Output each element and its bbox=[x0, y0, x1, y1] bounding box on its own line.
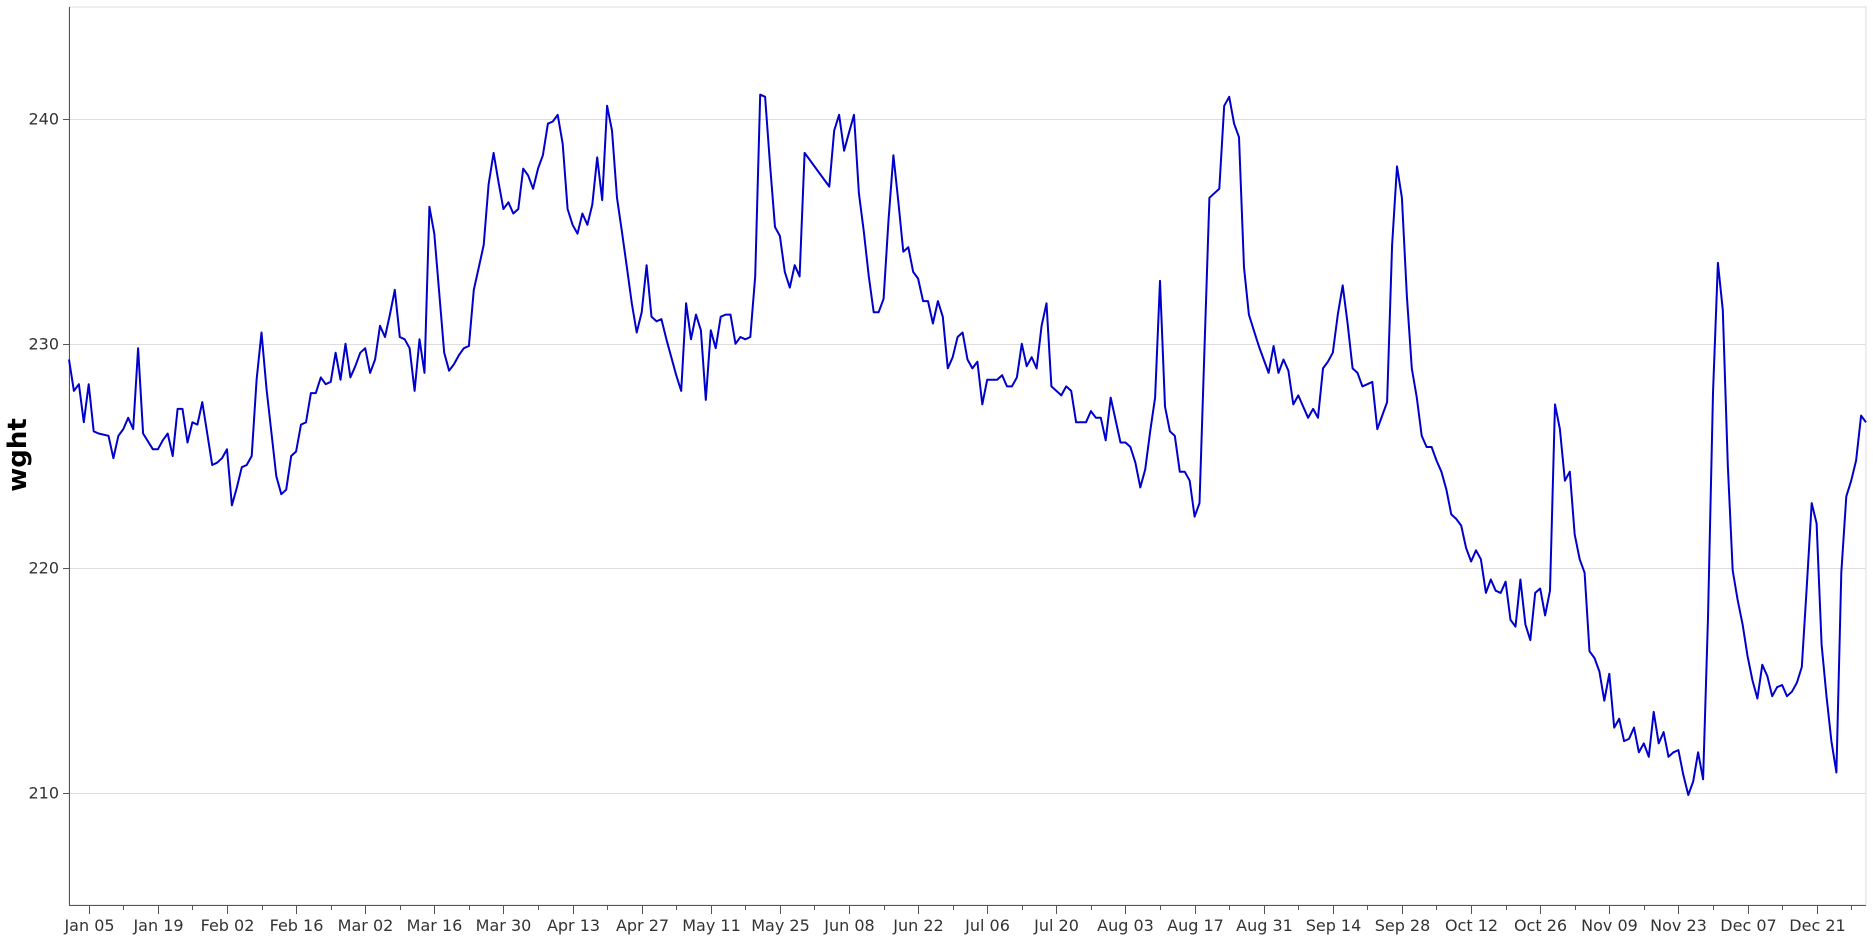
x-tick-label: Nov 23 bbox=[1650, 916, 1707, 935]
y-tick-label: 230 bbox=[28, 335, 59, 354]
x-tick-label: Mar 30 bbox=[476, 916, 532, 935]
x-tick-label: Jul 20 bbox=[1033, 916, 1079, 935]
x-tick-label: Aug 03 bbox=[1097, 916, 1154, 935]
x-tick-label: Apr 27 bbox=[616, 916, 669, 935]
y-tick-label: 210 bbox=[28, 784, 59, 803]
x-tick-label: Mar 16 bbox=[407, 916, 463, 935]
x-tick-label: Mar 02 bbox=[338, 916, 394, 935]
x-tick-label: Jun 08 bbox=[823, 916, 874, 935]
x-tick-label: Dec 21 bbox=[1789, 916, 1845, 935]
x-tick-label: Dec 07 bbox=[1720, 916, 1776, 935]
x-tick-label: May 11 bbox=[682, 916, 741, 935]
x-tick-label: Jul 06 bbox=[964, 916, 1010, 935]
series-layer bbox=[68, 93, 1867, 796]
y-tick-label: 240 bbox=[28, 110, 59, 129]
x-tick-label: Jan 05 bbox=[63, 916, 114, 935]
x-tick-label: Feb 02 bbox=[201, 916, 255, 935]
x-tick-label: Apr 13 bbox=[547, 916, 600, 935]
x-tick-label: Oct 12 bbox=[1445, 916, 1498, 935]
series-line bbox=[68, 93, 1867, 796]
x-tick-label: Sep 28 bbox=[1375, 916, 1431, 935]
x-tick-label: May 25 bbox=[751, 916, 810, 935]
x-tick-label: Nov 09 bbox=[1581, 916, 1638, 935]
x-tick-label: Sep 14 bbox=[1306, 916, 1362, 935]
y-axis-title: wght bbox=[3, 418, 33, 492]
plot-frame bbox=[68, 6, 1867, 906]
y-tick-label: 220 bbox=[28, 559, 59, 578]
axes: 210 220 230 240 Jan 05 Jan 19 Feb 02 Feb 16 Mar … bbox=[28, 7, 1866, 935]
x-tick-label: Jun 22 bbox=[892, 916, 943, 935]
x-tick-label: Aug 17 bbox=[1167, 916, 1224, 935]
x-tick-label: Jan 19 bbox=[132, 916, 183, 935]
x-tick-label: Oct 26 bbox=[1514, 916, 1567, 935]
x-tick-label: Aug 31 bbox=[1236, 916, 1293, 935]
gridlines bbox=[68, 6, 1867, 906]
x-tick-label: Feb 16 bbox=[270, 916, 324, 935]
